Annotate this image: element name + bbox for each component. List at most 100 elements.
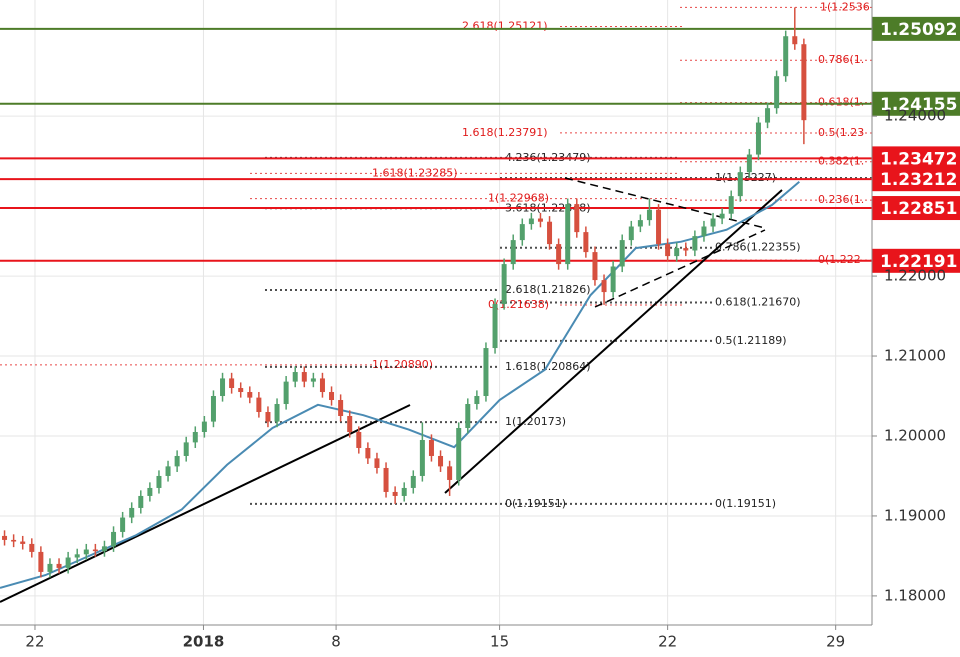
candle-body <box>792 36 798 45</box>
candle-body <box>301 372 307 382</box>
fib-label: 0.786(1.22355) <box>715 241 801 254</box>
triangle-line <box>594 229 766 308</box>
candle-body <box>38 551 44 572</box>
candle-body <box>383 467 389 492</box>
candle-body <box>710 218 716 227</box>
candle-body <box>247 392 253 398</box>
candle-body <box>556 244 562 265</box>
x-tick-label: 15 <box>490 633 509 651</box>
candle-body <box>674 248 680 257</box>
x-tick-label: 8 <box>331 633 341 651</box>
candle-body <box>329 392 335 401</box>
x-tick-label: 29 <box>826 633 845 651</box>
candle-body <box>283 381 289 405</box>
level-box <box>872 196 960 221</box>
y-tick-label: 1.19000 <box>884 506 946 524</box>
candle-body <box>755 122 761 155</box>
y-tick-label: 1.21000 <box>884 347 946 365</box>
candle-body <box>719 213 725 219</box>
x-tick-label: 22 <box>658 633 677 651</box>
candle-body <box>492 304 498 349</box>
fib-label: 0.618(1.21670) <box>715 295 801 308</box>
candle-body <box>537 218 543 222</box>
candle-body <box>628 226 634 241</box>
fib-label: 1(1.22968) <box>488 192 549 205</box>
candle-body <box>547 221 553 245</box>
fib-label: 4.236(1.23479) <box>505 151 591 164</box>
fib-label: 1(1.20890) <box>372 358 433 371</box>
candle-body <box>501 264 507 305</box>
candle-body <box>665 244 671 257</box>
candle-body <box>392 491 398 496</box>
fib-label: 1.618(1.23791) <box>462 126 548 139</box>
triangle-line <box>564 177 766 229</box>
candle-body <box>192 431 198 443</box>
fib-label: 2.618(1.21826) <box>505 283 591 296</box>
candle-body <box>265 412 271 422</box>
level-box <box>872 146 960 171</box>
candle-body <box>683 248 689 251</box>
candle-body <box>565 204 571 265</box>
candle-body <box>465 404 471 428</box>
candle-body <box>637 220 643 227</box>
y-tick-label: 1.24000 <box>884 107 946 125</box>
fib-label: 1(1.23227) <box>715 171 776 184</box>
y-tick-label: 1.22000 <box>884 267 946 285</box>
level-box <box>872 16 960 41</box>
candle-body <box>601 280 607 293</box>
candle-body <box>783 36 789 77</box>
moving-average <box>0 180 800 589</box>
fib-label: 0.786(1. <box>818 53 864 66</box>
candle-body <box>138 495 144 508</box>
candle-body <box>737 172 743 197</box>
candle-body <box>156 475 162 488</box>
axes: 1.18000 1.19000 1.20000 1.21000 1.22000 1.240… <box>0 0 946 651</box>
candle-body <box>410 475 416 488</box>
candle-body <box>210 396 216 422</box>
candle-body <box>419 439 425 476</box>
candle-body <box>20 541 26 544</box>
candle-body <box>29 543 35 552</box>
candle-body <box>746 154 752 173</box>
candle-body <box>438 455 444 467</box>
fib-label: 0.236(1. <box>818 193 864 206</box>
candle-body <box>11 539 17 542</box>
candle-body <box>774 76 780 109</box>
candle-body <box>528 218 534 225</box>
fib-label: 2.618(1.25121) <box>462 20 548 33</box>
candle-body <box>510 240 516 265</box>
candle-body <box>2 535 8 540</box>
candle-body <box>356 431 362 448</box>
candle-body <box>92 549 98 552</box>
candle-body <box>583 232 589 253</box>
candle-body <box>619 240 625 267</box>
candle-body <box>292 372 298 382</box>
fib-label: 0.5(1.23 <box>818 126 864 139</box>
y-tick-label: 1.20000 <box>884 426 946 444</box>
level-label: 1.25092 <box>880 20 957 40</box>
fib-label: 0.618(1. <box>818 96 864 109</box>
candle-body <box>347 416 353 432</box>
fib-label: 1.618(1.23285) <box>372 166 458 179</box>
candle-body <box>701 226 707 237</box>
candle-body <box>474 396 480 405</box>
candle-body <box>120 517 126 532</box>
level-box <box>872 91 960 116</box>
x-tick-label: 2018 <box>183 633 225 651</box>
candle-body <box>610 266 616 293</box>
candle-body <box>310 378 316 382</box>
candle-body <box>428 439 434 456</box>
candle-body <box>256 397 262 413</box>
candle-body <box>801 44 807 121</box>
candle-body <box>147 487 153 496</box>
candle-body <box>692 236 698 251</box>
level-label: 1.22851 <box>880 199 957 219</box>
candle-body <box>201 421 207 432</box>
candle-body <box>65 557 71 568</box>
candle-body <box>728 196 734 214</box>
level-label: 1.23472 <box>880 149 957 169</box>
candle-body <box>519 224 525 241</box>
candle-body <box>365 447 371 459</box>
